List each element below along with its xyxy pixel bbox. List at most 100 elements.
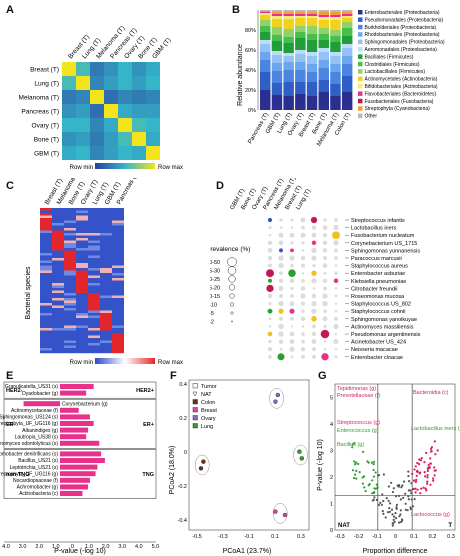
panel-a-heat-cell	[104, 90, 118, 104]
panel-d-bubble	[267, 293, 273, 299]
panel-b-stack-segment	[330, 17, 341, 20]
panel-c-heat-cell	[64, 275, 76, 279]
panel-b-stack-segment	[283, 53, 294, 56]
panel-c-heat-cell	[52, 238, 64, 241]
panel-d-bubble	[311, 308, 317, 314]
panel-g-point	[377, 503, 380, 507]
panel-g-point	[395, 503, 398, 506]
panel-g-point	[413, 498, 416, 501]
panel-c-heat-cell	[40, 300, 52, 304]
panel-c-heat-cell	[100, 320, 112, 324]
panel-f-legend-marker	[192, 407, 198, 413]
panel-c-heat-cell	[64, 215, 76, 219]
panel-g-point	[375, 498, 378, 501]
panel-d-bubble	[268, 339, 272, 344]
panel-c-heat-cell	[76, 305, 88, 309]
panel-g-label: G	[318, 370, 327, 382]
panel-g-point	[351, 446, 354, 449]
panel-g-point	[416, 488, 419, 491]
panel-c-heat-cell	[88, 325, 100, 329]
panel-e-bar	[23, 401, 60, 407]
panel-a-heat-cell	[62, 62, 76, 76]
panel-c-heat-cell	[100, 293, 112, 296]
panel-c-heat-cell	[64, 273, 76, 276]
panel-a-heat-cell	[146, 90, 160, 104]
panel-c-heat-cell	[40, 233, 52, 236]
panel-b-stack-segment	[318, 60, 329, 68]
panel-e: HER2- HER2+ ER- ER+ non-TNG TNG Granulicatell…	[0, 381, 159, 555]
panel-b-stack-segment	[318, 20, 329, 28]
panel-c-heat-cell	[88, 305, 100, 309]
panel-b-stack-segment	[295, 62, 306, 70]
panel-b-stack-segment	[283, 56, 294, 62]
panel-c-heat-cell	[100, 260, 112, 264]
panel-g-point	[384, 516, 387, 519]
panel-c-heat-cell	[88, 275, 100, 279]
panel-c-heat-cell	[100, 340, 112, 344]
panel-g-point	[411, 472, 414, 475]
panel-c-heat-cell	[76, 220, 88, 224]
panel-c-heat-cell	[40, 328, 52, 331]
panel-c-heat-cell	[64, 213, 76, 216]
panel-f-legend-label: Breast	[201, 408, 217, 414]
panel-d-bubble	[278, 293, 284, 299]
panel-c-heat-cell	[88, 295, 100, 299]
panel-c-heat-cell	[40, 245, 52, 249]
panel-f-cluster-outline	[272, 503, 288, 524]
panel-d-bubble	[301, 339, 305, 344]
panel-c-heat-cell	[64, 343, 76, 346]
panel-g-point	[413, 468, 416, 471]
panel-c-heat-cell	[100, 218, 112, 221]
panel-d-bubble	[334, 332, 338, 336]
panel-a-heat-cell	[76, 104, 90, 118]
panel-c-heat-cell	[88, 240, 100, 244]
panel-g-point	[397, 484, 400, 487]
panel-d-bubble	[300, 217, 306, 223]
panel-g-point	[382, 473, 385, 476]
panel-d-bubble	[322, 316, 328, 322]
panel-f-legend-label: Tumor	[201, 384, 217, 390]
panel-c-heat-cell	[100, 228, 112, 231]
panel-b-stack-segment	[260, 11, 271, 12]
panel-g-point	[373, 496, 376, 499]
panel-d-species-label: Pseudomonas argentinensis	[351, 332, 421, 338]
panel-c-heat-cell	[100, 215, 112, 219]
panel-b-ytick: 60%	[245, 48, 256, 54]
panel-c-heat-cell	[100, 328, 112, 331]
panel-f-point	[297, 449, 302, 454]
panel-c-heat-cell	[88, 245, 100, 249]
panel-g-point	[410, 492, 413, 495]
panel-d-bubble	[289, 255, 295, 261]
panel-c-heat-cell	[88, 208, 100, 211]
panel-b-stack-segment	[341, 22, 353, 28]
panel-c-heat-cell	[76, 343, 88, 346]
panel-a: Breast (T) Lung (T) Melanoma (T) Pancreas (…	[19, 25, 183, 171]
panel-g-point	[358, 471, 361, 474]
panel-g-point	[418, 458, 421, 461]
panel-d-bubble	[334, 347, 338, 351]
panel-d-bubble	[288, 269, 296, 277]
panel-c-heat-cell	[40, 270, 52, 274]
panel-c-heat-cell	[64, 210, 76, 214]
panel-c-heat-cell	[64, 225, 76, 229]
panel-c-heat-cell	[40, 348, 52, 351]
panel-c-heat-cell	[100, 343, 112, 346]
panel-c-heat-cell	[52, 223, 64, 226]
panel-c-heat-cell	[40, 285, 52, 289]
panel-c-heat-cell	[88, 213, 100, 216]
panel-d-bubble	[290, 294, 294, 298]
panel-d-species-label: Staphylococcus aureus	[351, 264, 408, 270]
panel-b-stack-segment	[330, 10, 341, 12]
panel-b-stack-segment	[283, 19, 294, 29]
panel-c-heat-cell	[100, 310, 112, 314]
panel-c-heat-cell	[64, 290, 76, 294]
panel-b-stack-segment	[295, 54, 306, 62]
panel-g-xtick: -0.3	[335, 534, 344, 540]
panel-b-stack-segment	[271, 12, 283, 14]
panel-c-heat-cell	[112, 293, 124, 296]
panel-g-point	[427, 464, 430, 467]
panel-a-row-label: Breast (T)	[30, 67, 59, 74]
panel-d-prevalence-level: 2-5	[210, 311, 214, 317]
panel-c-heat-cell	[100, 275, 112, 279]
panel-d-bubble	[312, 263, 316, 268]
